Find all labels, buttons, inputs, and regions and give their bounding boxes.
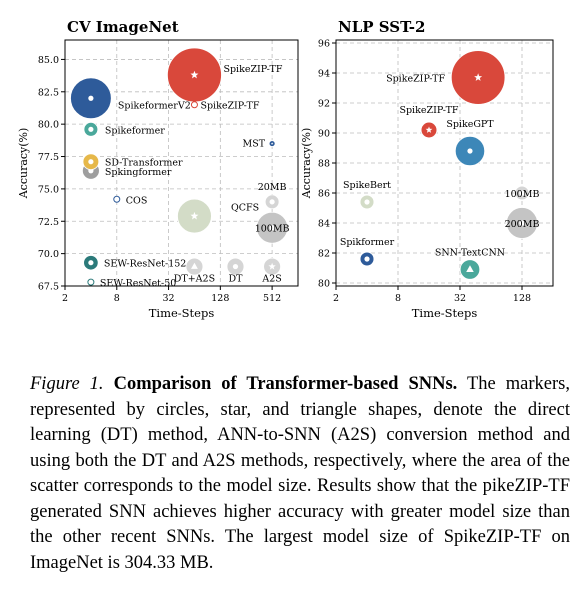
x-tick-label: 128 [211,293,229,304]
point-label: Spikformer [340,237,395,248]
y-tick-label: 94 [318,69,330,80]
y-axis-label: Accuracy(%) [300,128,313,200]
circle-marker-icon [519,220,525,226]
y-tick-label: 72.5 [38,217,59,228]
point-label: MST [243,139,266,150]
y-tick-label: 80 [318,279,330,290]
triangle-marker-icon [191,262,198,269]
point-label: SEW-ResNet-152 [104,259,186,270]
chart-title: NLP SST-2 [338,18,425,36]
point-label: SpikeZIP-TF [386,74,445,85]
y-tick-label: 75.0 [38,184,59,195]
y-tick-label: 80.0 [38,120,59,131]
circle-marker-icon [269,225,275,231]
circle-marker-icon [88,260,94,266]
y-tick-label: 82 [318,249,330,260]
x-tick-label: 8 [114,293,120,304]
point-label: SpikeBert [343,180,391,191]
circle-marker-icon [269,199,275,205]
y-tick-label: 92 [318,99,330,110]
point-label: SEW-ResNet-50 [100,278,176,289]
y-tick-label: 86 [318,189,330,200]
y-tick-label: 90 [318,129,330,140]
data-point [190,101,198,109]
point-label: DT [229,274,244,285]
y-tick-label: 88 [318,159,330,170]
caption-title: Comparison of Transformer-based SNNs. [113,374,458,394]
star-marker-icon [190,70,199,79]
data-point [87,278,95,286]
x-tick-label: 8 [395,293,401,304]
point-label: 100MB [255,224,290,235]
y-tick-label: 82.5 [38,87,59,98]
point-label: SpikeZIP-TF [223,64,282,75]
y-tick-label: 96 [318,39,330,50]
star-marker-icon [425,126,433,133]
point-label: SpikeZIP-TF [200,101,259,112]
y-tick-label: 85.0 [38,55,59,66]
caption-body: The markers, represented by circles, sta… [30,374,570,573]
point-label: 100MB [505,189,540,200]
figure-caption: Figure 1. Comparison of Transformer-base… [30,372,570,576]
circle-marker-icon [88,95,94,101]
x-tick-label: 32 [454,293,466,304]
y-axis-label: Accuracy(%) [17,128,30,200]
figure-charts: CV ImageNet SpikeZIP-TF SpikeZIP-TF Spikefo… [17,18,554,320]
x-axis-label: Time-Steps [149,306,215,320]
circle-marker-icon [467,148,473,154]
point-label: 20MB [258,182,287,193]
point-label: 200MB [505,219,540,230]
x-tick-label: 2 [333,293,339,304]
x-tick-label: 128 [513,293,531,304]
point-label: SNN-TextCNN [435,248,505,259]
x-tick-label: 2 [62,293,68,304]
point-label: SD-Transformer [105,158,183,169]
x-tick-label: 512 [263,293,281,304]
circle-marker-icon [232,263,239,270]
x-tick-label: 32 [163,293,175,304]
chart-panel-1: CV ImageNet SpikeZIP-TF SpikeZIP-TF Spikefo… [17,18,299,320]
plot-frame [64,39,299,287]
circle-marker-icon [88,126,94,132]
chart-panel-2: NLP SST-2 SpikeZIP-TF SpikeZIP-TF SpikeGPT S… [300,18,554,320]
point-label: Spikeformer [105,125,165,136]
circle-marker-icon [519,190,525,196]
point-label: SpikeformerV2 [118,100,191,111]
triangle-marker-icon [466,265,474,273]
caption-figure-label: Figure 1. [30,374,104,394]
point-label: A2S [261,274,281,285]
point-label: QCFS [231,203,259,214]
star-marker-icon [474,73,483,81]
x-axis-label: Time-Steps [412,306,478,320]
y-tick-label: 67.5 [38,282,59,293]
point-label: Spkingformer [105,167,172,178]
chart-title: CV ImageNet [67,18,179,36]
star-marker-icon [190,211,199,220]
point-label: COS [126,195,148,206]
point-label: SpikeZIP-TF [399,105,458,116]
circle-marker-icon [88,159,94,165]
data-point [113,195,121,203]
point-label: DT+A2S [174,274,215,285]
star-marker-icon [270,142,274,145]
point-label: SpikeGPT [446,119,494,130]
circle-marker-icon [364,256,370,262]
star-marker-icon [268,262,276,270]
y-tick-label: 77.5 [38,152,59,163]
y-tick-label: 70.0 [38,249,59,260]
y-tick-label: 84 [318,219,330,230]
circle-marker-icon [364,199,370,205]
